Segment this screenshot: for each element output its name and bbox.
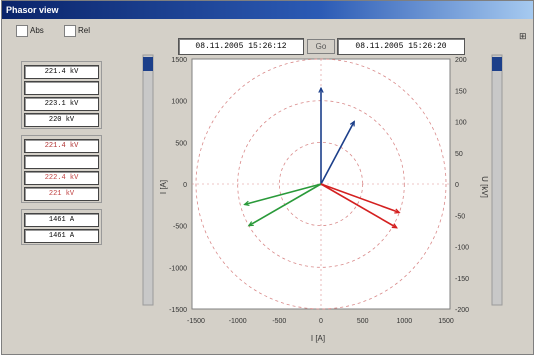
x-tick-label: 1500 <box>438 318 454 325</box>
right-axis-label: U [kV] <box>480 176 489 198</box>
phasor-vector <box>248 183 322 227</box>
y-right-tick-label: -50 <box>455 213 465 220</box>
y-right-tick-label: 200 <box>455 57 467 64</box>
y-right-tick-label: 150 <box>455 88 467 95</box>
y-right-tick-label: 0 <box>455 182 459 189</box>
x-tick-label: 1000 <box>397 318 413 325</box>
grid-icon[interactable]: ⊞ <box>519 31 527 41</box>
current-group <box>21 209 102 245</box>
left-slider-handle[interactable] <box>143 57 153 71</box>
value-field: 221.4 kV <box>24 139 99 153</box>
rel-checkbox[interactable] <box>64 25 76 37</box>
abs-label: Abs <box>30 26 44 35</box>
value-field <box>24 81 99 95</box>
phasor-vector <box>320 183 400 214</box>
value-field <box>24 155 99 169</box>
phasor-arrowhead <box>247 221 254 227</box>
x-axis-label: I [A] <box>311 334 325 343</box>
abs-checkbox[interactable] <box>16 25 28 37</box>
x-tick-label: 500 <box>357 318 369 325</box>
value-field: 1461 A <box>24 213 99 227</box>
voltage-group-1 <box>21 61 102 129</box>
x-tick-label: -1500 <box>187 318 205 325</box>
phasor-vector <box>320 183 398 229</box>
value-field: 222.4 kV <box>24 171 99 185</box>
x-tick-label: 0 <box>319 318 323 325</box>
value-field: 221.4 kV <box>24 65 99 79</box>
x-tick-label: -1000 <box>229 318 247 325</box>
go-button[interactable]: Go <box>307 39 335 54</box>
phasor-plot: -1500 -1000 -500 0 500 1000 1500 1500 1000 500 0 -5… <box>140 53 510 345</box>
y-left-tick-label: -1000 <box>169 265 187 272</box>
phasor-arrowhead <box>349 120 355 127</box>
value-field: 223.1 kV <box>24 97 99 111</box>
y-right-tick-label: 50 <box>455 151 463 158</box>
phasor-arrowhead <box>318 86 324 93</box>
y-left-tick-label: 1500 <box>171 57 187 64</box>
y-right-tick-label: -100 <box>455 245 469 252</box>
left-axis-label: I [A] <box>159 180 168 194</box>
start-time-field[interactable]: 08.11.2005 15:26:12 <box>178 38 304 55</box>
y-left-tick-label: -500 <box>173 224 187 231</box>
x-tick-label: -500 <box>272 318 286 325</box>
y-left-tick-label: 500 <box>175 140 187 147</box>
rel-label: Rel <box>78 26 91 35</box>
phasor-chart: -1500 -1000 -500 0 500 1000 1500150010005000-5… <box>142 54 503 343</box>
value-field: 1461 A <box>24 229 99 243</box>
y-left-tick-label: 1000 <box>171 99 187 106</box>
y-right-tick-label: 100 <box>455 120 467 127</box>
phasor-vector <box>320 121 355 185</box>
phasor-arrowhead <box>391 223 398 229</box>
y-right-tick-label: -200 <box>455 307 469 314</box>
right-slider-handle[interactable] <box>492 57 502 71</box>
phasor-arrowhead <box>243 200 250 207</box>
y-left-tick-label: 0 <box>183 182 187 189</box>
value-field: 220 kV <box>24 113 99 127</box>
left-scale-slider[interactable] <box>142 54 154 306</box>
right-scale-slider[interactable] <box>491 54 503 306</box>
y-right-tick-label: -150 <box>455 276 469 283</box>
window-title: Phasor view <box>2 1 533 19</box>
voltage-group-2 <box>21 135 102 203</box>
end-time-field[interactable]: 08.11.2005 15:26:20 <box>337 38 465 55</box>
phasor-vector <box>244 183 322 206</box>
value-field: 221 kV <box>24 187 99 201</box>
phasor-arrowhead <box>394 208 401 214</box>
y-left-tick-label: -1500 <box>169 307 187 314</box>
